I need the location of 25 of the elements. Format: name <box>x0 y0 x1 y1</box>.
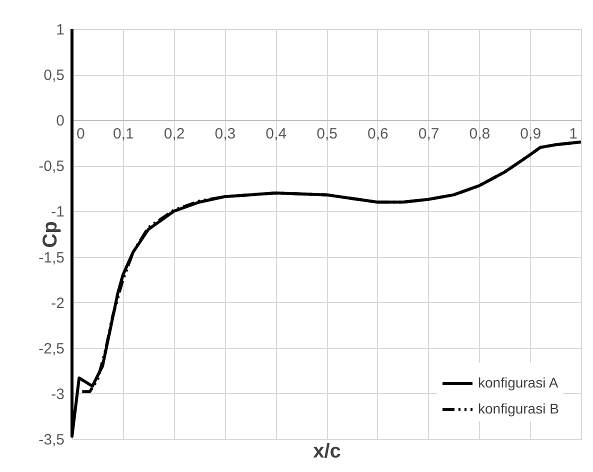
x-axis-title: x/c <box>313 440 341 462</box>
y-axis-title: Cp <box>40 221 62 248</box>
x-tick-label: 1 <box>569 126 578 142</box>
y-tick-label: -2,5 <box>38 340 64 358</box>
legend-label: konfigurasi A <box>478 374 559 390</box>
legend-label: konfigurasi B <box>478 400 559 416</box>
y-tick-label: -1 <box>51 204 64 221</box>
x-tick-label: 0,2 <box>164 126 185 142</box>
x-tick-label: 0,5 <box>316 126 338 142</box>
x-tick-label: 0,7 <box>418 126 440 142</box>
x-tick-label: 0,6 <box>367 126 388 142</box>
y-tick-label: 0 <box>56 112 64 130</box>
y-tick-label: 0,5 <box>44 67 64 84</box>
x-tick-label: 0,4 <box>266 126 287 142</box>
x-tick-label: 0,9 <box>520 126 542 142</box>
x-tick-label: 0,8 <box>469 126 490 142</box>
x-tick-label: 0 <box>76 126 85 142</box>
x-tick-label: 0,1 <box>112 126 134 142</box>
y-tick-label: -0,5 <box>38 158 64 176</box>
x-tick-label: 0,3 <box>214 126 236 142</box>
y-tick-label: -2 <box>51 294 64 312</box>
y-tick-label: -1,5 <box>38 249 64 266</box>
y-tick-label: -3,5 <box>38 432 64 448</box>
y-tick-label: -3 <box>51 386 64 403</box>
y-tick-label: 1 <box>56 22 64 38</box>
